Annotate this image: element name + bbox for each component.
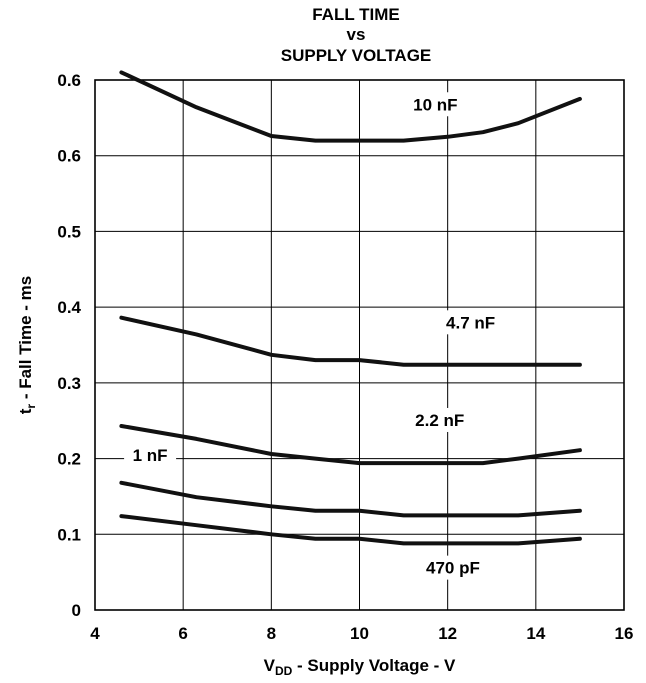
- series-label: 470 pF: [426, 559, 480, 578]
- series-label: 10 nF: [413, 95, 457, 114]
- y-tick-label: 0.1: [57, 525, 81, 544]
- x-tick-label: 6: [178, 624, 187, 643]
- y-axis-label-group: tr - Fall Time - ms: [16, 276, 38, 415]
- y-tick-label: 0.4: [57, 298, 81, 317]
- series-line: [119, 70, 582, 143]
- x-tick-label: 16: [615, 624, 634, 643]
- y-tick-label: 0.5: [57, 222, 81, 241]
- chart-title-line-3: SUPPLY VOLTAGE: [280, 46, 432, 65]
- series-line: [119, 424, 582, 466]
- series-label: 1 nF: [133, 446, 168, 465]
- chart-title-line-2: vs: [346, 25, 366, 44]
- y-tick-label: 0.6: [57, 71, 81, 90]
- series-label-background: [124, 442, 177, 467]
- series-label-background: [434, 310, 507, 335]
- series-label: 4.7 nF: [446, 313, 495, 332]
- series-label: 2.2 nF: [415, 411, 464, 430]
- y-axis-label: tr - Fall Time - ms: [16, 276, 38, 415]
- y-tick-label: 0: [72, 601, 81, 620]
- chart-title-line-1: FALL TIME: [312, 5, 400, 24]
- x-tick-label: 12: [438, 624, 457, 643]
- y-tick-label: 0.6: [57, 147, 81, 166]
- y-tick-label: 0.3: [57, 374, 81, 393]
- series-line: [119, 514, 582, 546]
- series-label-background: [416, 555, 489, 580]
- series-label-background: [403, 407, 476, 432]
- x-tick-label: 14: [526, 624, 545, 643]
- y-tick-label: 0.2: [57, 450, 81, 469]
- x-tick-label: 10: [350, 624, 369, 643]
- series-line: [119, 480, 582, 518]
- plot-frame: [94, 79, 625, 611]
- series-line: [119, 315, 582, 367]
- x-tick-label: 4: [90, 624, 100, 643]
- x-axis-label: VDD - Supply Voltage - V: [264, 656, 456, 678]
- series-label-background: [404, 92, 467, 117]
- x-tick-label: 8: [267, 624, 276, 643]
